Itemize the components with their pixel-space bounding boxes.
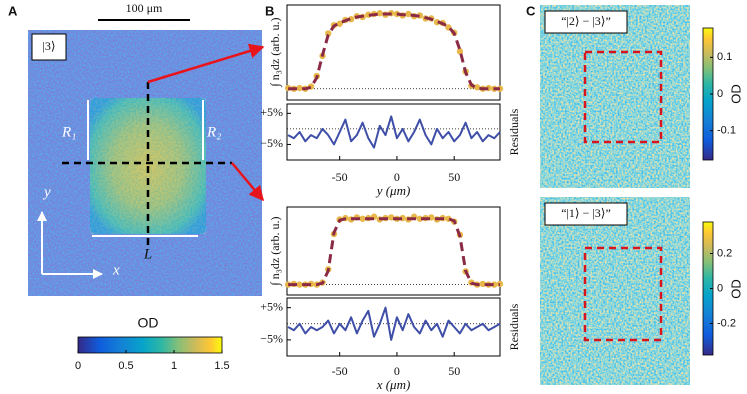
colorbar-title: OD — [728, 279, 743, 299]
colorbar-title: OD — [728, 84, 743, 104]
x-tick-label: 0 — [394, 170, 400, 184]
pointer-arrow — [231, 162, 264, 202]
panel-label: B — [265, 3, 274, 18]
panel-label: A — [8, 3, 18, 18]
data-point — [336, 20, 343, 27]
colorbar-title: OD — [138, 315, 159, 331]
difference-image — [540, 197, 690, 385]
y-arrow-label: y — [42, 184, 51, 200]
colorbar-tick-label: 0 — [717, 282, 723, 294]
y-tick-label: −5% — [260, 136, 283, 150]
residual-line — [287, 306, 501, 341]
x-tick-label: -50 — [332, 364, 348, 378]
x-tick-label: 0 — [394, 364, 400, 378]
data-point — [376, 10, 383, 17]
plot-frame — [286, 206, 501, 296]
y-tick-label: +5% — [260, 299, 283, 313]
x-tick-label: 50 — [448, 170, 460, 184]
label-box — [544, 10, 628, 34]
data-point — [359, 215, 366, 222]
scale-bar-label: 100 μm — [126, 1, 163, 15]
colorbar-tick-label: 0.2 — [717, 247, 732, 259]
data-point — [388, 214, 395, 221]
x-tick-label: 50 — [448, 364, 460, 378]
data-point — [491, 281, 498, 288]
region-lines — [87, 100, 204, 237]
colorbar-tick-label: -0.1 — [717, 125, 736, 137]
x-tick-label: -50 — [332, 170, 348, 184]
y-axis-label: Residuals — [507, 108, 521, 155]
colorbar-tick-label: 0 — [717, 88, 723, 100]
panel-label: C — [526, 3, 536, 18]
y-tick-label: −5% — [260, 332, 283, 346]
region-box — [583, 246, 663, 342]
data-point — [416, 215, 424, 222]
state-label: |3⟩ — [42, 39, 55, 53]
difference-image — [540, 5, 690, 188]
data-point — [296, 281, 303, 288]
colorbar-tick-label: 0.5 — [118, 360, 133, 372]
state-box — [31, 33, 67, 61]
colorbar-tick-label: 1 — [171, 360, 177, 372]
x-axis-label: x (μm) — [376, 377, 411, 392]
r2-label: R₂ — [206, 124, 221, 140]
label-box — [544, 202, 628, 226]
data-point — [296, 84, 303, 92]
data-point — [405, 10, 412, 18]
cut-lines — [62, 82, 232, 246]
x-axis-label: y (μm) — [375, 183, 411, 198]
r1-label: R₁ — [61, 124, 76, 140]
data-point — [456, 48, 464, 55]
y-axis-label: ∫ n₃dz (arb. u.) — [268, 17, 282, 87]
colorbar — [77, 336, 223, 354]
colorbar-tick-label: 0 — [75, 360, 81, 372]
colorbar-tick-label: 1.5 — [214, 360, 229, 372]
image-label: “|2⟩ − |3⟩” — [561, 14, 611, 28]
colorbar-tick-label: 0.1 — [717, 51, 732, 63]
plot-frame — [286, 4, 501, 101]
fit-line — [288, 217, 500, 287]
fit-line — [288, 12, 500, 91]
residual-line — [287, 115, 501, 149]
y-tick-label: +5% — [260, 105, 283, 119]
x-arrow-label: x — [112, 262, 120, 278]
colorbar-tick-label: -0.2 — [717, 317, 736, 329]
plot-frame — [286, 297, 501, 357]
l-label: L — [143, 246, 152, 262]
image-label: “|1⟩ − |3⟩” — [561, 206, 611, 220]
data-point — [479, 280, 487, 288]
data-point — [473, 84, 481, 91]
y-axis-label: Residuals — [507, 303, 521, 350]
pointer-arrow — [147, 43, 265, 84]
region-box — [583, 50, 663, 144]
y-axis-label: ∫ n₃dz (arb. u.) — [268, 216, 282, 286]
